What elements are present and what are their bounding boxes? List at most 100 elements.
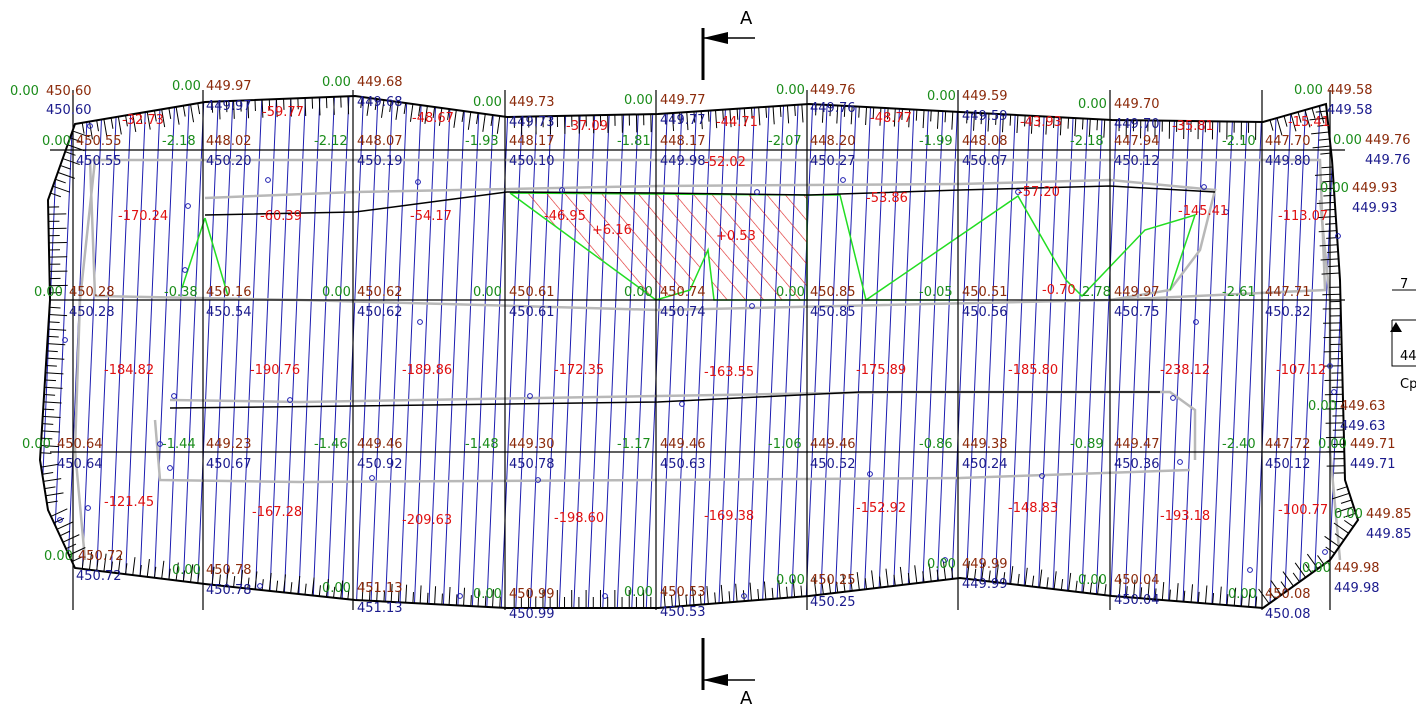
slope-tick (360, 96, 363, 108)
survey-point-marker (157, 441, 163, 447)
slope-tick (46, 500, 58, 504)
contour-line (602, 96, 625, 608)
slope-tick (448, 586, 451, 605)
slope-tick (671, 595, 673, 607)
slope-tick (1240, 595, 1243, 607)
slope-tick (383, 590, 386, 602)
elevation-label: -238.12 (1160, 363, 1210, 378)
slope-tick (389, 100, 392, 112)
slope-tick (50, 508, 68, 517)
contour-line (906, 96, 930, 608)
slope-tick (49, 314, 68, 317)
slope-tick (1248, 588, 1251, 607)
slope-tick (139, 112, 143, 124)
contour-line (993, 96, 1017, 608)
slope-tick (821, 104, 824, 123)
survey-point-marker (1247, 567, 1253, 573)
elevation-label: 0.00 (1294, 83, 1323, 98)
elevation-label: -46.95 (544, 209, 586, 224)
slope-tick (44, 379, 57, 382)
slope-tick (1328, 265, 1340, 268)
contour-line (616, 96, 640, 608)
survey-point-marker (1177, 459, 1183, 465)
slope-tick (45, 372, 64, 375)
slope-tick (779, 105, 782, 117)
slope-tick (44, 386, 63, 389)
elevation-label: -0.86 (919, 437, 953, 452)
slope-crest-line (204, 185, 1216, 216)
slope-tick (1001, 114, 1004, 133)
slope-tick (922, 110, 925, 129)
elevation-label: 447.71 (1265, 285, 1311, 300)
slope-tick (1334, 533, 1345, 541)
slope-tick (318, 97, 321, 116)
slope-tick (361, 582, 364, 601)
elevation-label: 450.92 (357, 457, 403, 472)
slope-tick (907, 573, 911, 585)
elevation-label: 450.85 (810, 305, 856, 320)
slope-tick (1320, 152, 1332, 155)
elevation-label: 0.00 (42, 134, 71, 149)
contour-line (544, 96, 567, 608)
slope-tick (405, 584, 408, 603)
elevation-label: 449.85 (1366, 507, 1412, 522)
slope-tick (813, 577, 817, 596)
contour-line (225, 96, 248, 608)
slope-tick (45, 492, 64, 497)
fill-zone-group (181, 192, 1197, 302)
contour-line (94, 96, 118, 608)
elevation-label: 0.00 (624, 93, 653, 108)
contour-line (645, 96, 669, 608)
slope-tick (1255, 596, 1258, 608)
elevation-label: 451.13 (357, 601, 403, 616)
elevation-label: 450.78 (206, 563, 252, 578)
slope-tick (1320, 258, 1339, 261)
slope-tick (706, 586, 709, 605)
contour-line (1283, 96, 1307, 608)
survey-point-marker (602, 593, 608, 599)
contour-line (1109, 96, 1133, 608)
slope-tick (1017, 573, 1020, 585)
slope-tick (304, 97, 307, 117)
grid-group (50, 90, 1345, 610)
elevation-label: -32.73 (122, 113, 164, 128)
slope-tick (374, 98, 378, 110)
slope-tick (403, 102, 407, 114)
elevation-label: 449.38 (962, 437, 1008, 452)
slope-tick (1290, 113, 1297, 132)
elevation-label: -172.35 (554, 363, 604, 378)
slope-tick (290, 582, 293, 594)
slope-tick (1161, 582, 1165, 601)
elevation-label: -1.17 (617, 437, 651, 452)
elevation-label: 450.04 (1114, 593, 1160, 608)
contour-line (312, 96, 335, 608)
elevation-label: -2.10 (1222, 134, 1256, 149)
elevation-label: 450.10 (509, 154, 555, 169)
slope-tick (146, 111, 151, 130)
slope-tick (1053, 116, 1055, 128)
slope-tick (1297, 111, 1302, 123)
contour-line (921, 96, 944, 608)
elevation-label: 0.00 (322, 285, 351, 300)
slope-tick (67, 144, 85, 152)
slope-tick (1317, 215, 1336, 219)
slope-tick (43, 408, 55, 411)
slope-tick (88, 551, 93, 570)
elevation-label: 0.00 (1078, 97, 1107, 112)
slope-tick (677, 588, 681, 607)
slope-tick (438, 107, 443, 126)
contour-line (138, 96, 161, 608)
contour-line-group (40, 96, 1350, 608)
slope-tick (275, 99, 278, 118)
slope-tick (893, 574, 896, 586)
slope-tick (1324, 208, 1336, 211)
slope-tick (453, 109, 457, 128)
slope-tick (1258, 588, 1270, 604)
survey-point-marker (1201, 184, 1207, 190)
contour-line (399, 96, 422, 608)
elevation-label: 450.08 (1265, 587, 1311, 602)
slope-tick (1315, 110, 1327, 113)
survey-point-marker (942, 557, 948, 563)
slope-tick (418, 104, 421, 116)
